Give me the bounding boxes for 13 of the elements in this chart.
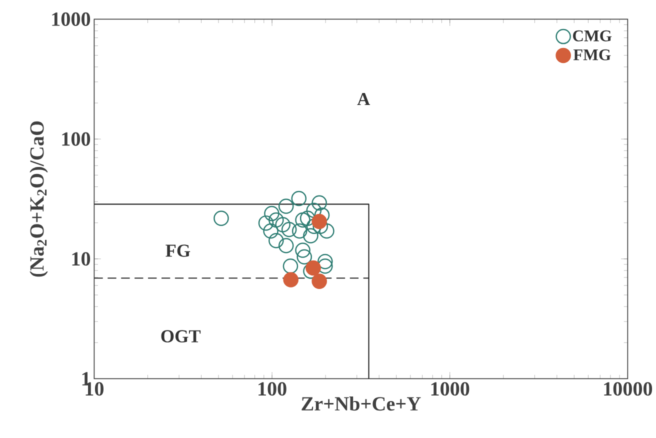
y-tick-label: 100: [62, 132, 90, 146]
x-tick-label: 1000: [431, 382, 470, 396]
y-axis-title: (Na$_{2}$O+K$_{2}$O)/CaO: [30, 121, 48, 277]
y-tick-label: 1000: [52, 12, 90, 26]
y-tick-label: 10: [72, 252, 90, 266]
x-tick-label: 10000: [604, 382, 652, 396]
annotation: A: [357, 92, 370, 105]
annotation: FG: [166, 244, 190, 257]
legend-label: CMG: [573, 30, 612, 42]
legend-label: FMG: [573, 49, 611, 60]
x-tick-label: 100: [258, 382, 286, 396]
x-axis-title: Zr+Nb+Ce+Y: [302, 396, 421, 410]
annotation: OGT: [161, 330, 201, 342]
